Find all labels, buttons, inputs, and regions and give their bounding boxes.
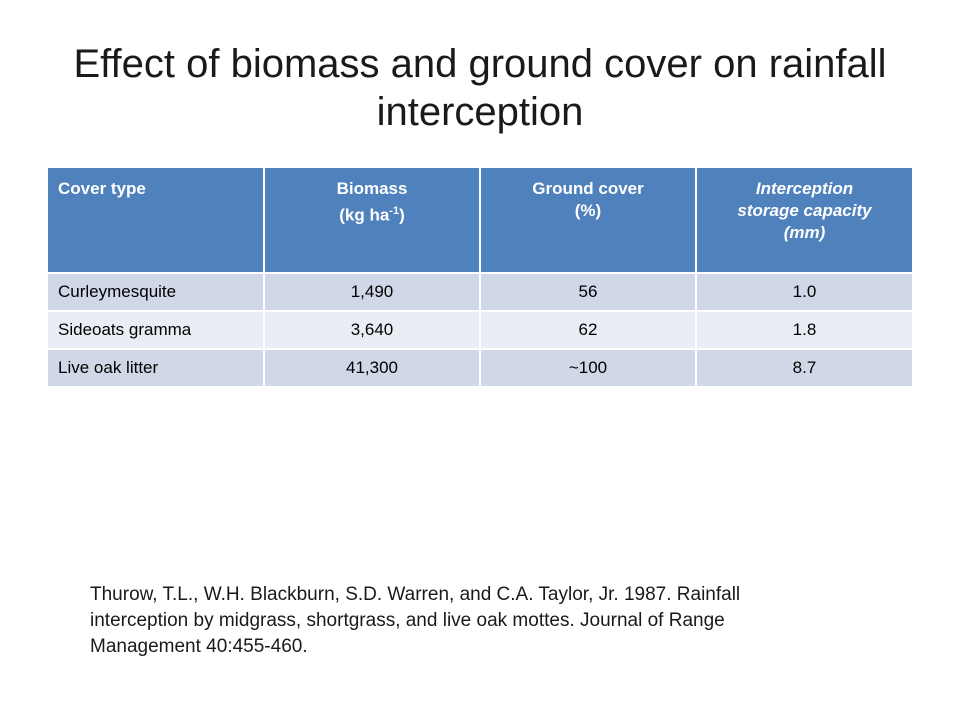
header-interception-unit: (mm): [783, 223, 826, 242]
table-row: Live oak litter 41,300 ~100 8.7: [48, 348, 912, 386]
header-biomass-unit-pre: (kg ha: [339, 205, 390, 225]
citation-line-2: interception by midgrass, shortgrass, an…: [90, 610, 725, 631]
cell-cover-type: Sideoats gramma: [48, 310, 265, 349]
header-cover-type: Cover type: [48, 168, 265, 273]
cell-interception: 8.7: [696, 348, 912, 386]
cell-cover-type: Live oak litter: [48, 348, 265, 386]
header-biomass-unit: (kg ha-1): [275, 200, 469, 227]
citation-line-1: Thurow, T.L., W.H. Blackburn, S.D. Warre…: [90, 584, 741, 605]
title-line-1: Effect of biomass and ground cover on ra…: [73, 42, 887, 86]
header-biomass-unit-post: ): [399, 205, 405, 225]
citation: Thurow, T.L., W.H. Blackburn, S.D. Warre…: [90, 582, 870, 660]
cell-ground-cover: 62: [480, 310, 697, 349]
cell-cover-type: Curleymesquite: [48, 272, 265, 311]
interception-table: Cover type Biomass (kg ha-1) Ground cove…: [48, 168, 912, 386]
header-biomass-unit-sup: -1: [389, 205, 400, 217]
header-interception-line1: Interception: [755, 179, 854, 198]
cell-biomass: 3,640: [264, 310, 481, 349]
cell-ground-cover: ~100: [480, 348, 697, 386]
header-biomass-label: Biomass: [336, 179, 408, 198]
header-cover-type-label: Cover type: [58, 179, 146, 198]
cell-interception: 1.0: [696, 272, 912, 311]
table-row: Sideoats gramma 3,640 62 1.8: [48, 310, 912, 349]
slide-title: Effect of biomass and ground cover on ra…: [60, 40, 900, 136]
header-biomass: Biomass (kg ha-1): [264, 168, 481, 273]
cell-biomass: 1,490: [264, 272, 481, 311]
header-interception: Interception storage capacity (mm): [696, 168, 912, 273]
cell-interception: 1.8: [696, 310, 912, 349]
header-ground-cover-label: Ground cover: [532, 179, 644, 198]
header-ground-cover: Ground cover (%): [480, 168, 697, 273]
header-interception-line2: storage capacity: [737, 201, 872, 220]
cell-biomass: 41,300: [264, 348, 481, 386]
cell-ground-cover: 56: [480, 272, 697, 311]
table-row: Curleymesquite 1,490 56 1.0: [48, 272, 912, 311]
header-ground-cover-unit: (%): [574, 201, 602, 220]
title-line-2: interception: [376, 90, 584, 134]
citation-line-3: Management 40:455-460.: [90, 636, 308, 657]
table-header-row: Cover type Biomass (kg ha-1) Ground cove…: [48, 168, 912, 273]
